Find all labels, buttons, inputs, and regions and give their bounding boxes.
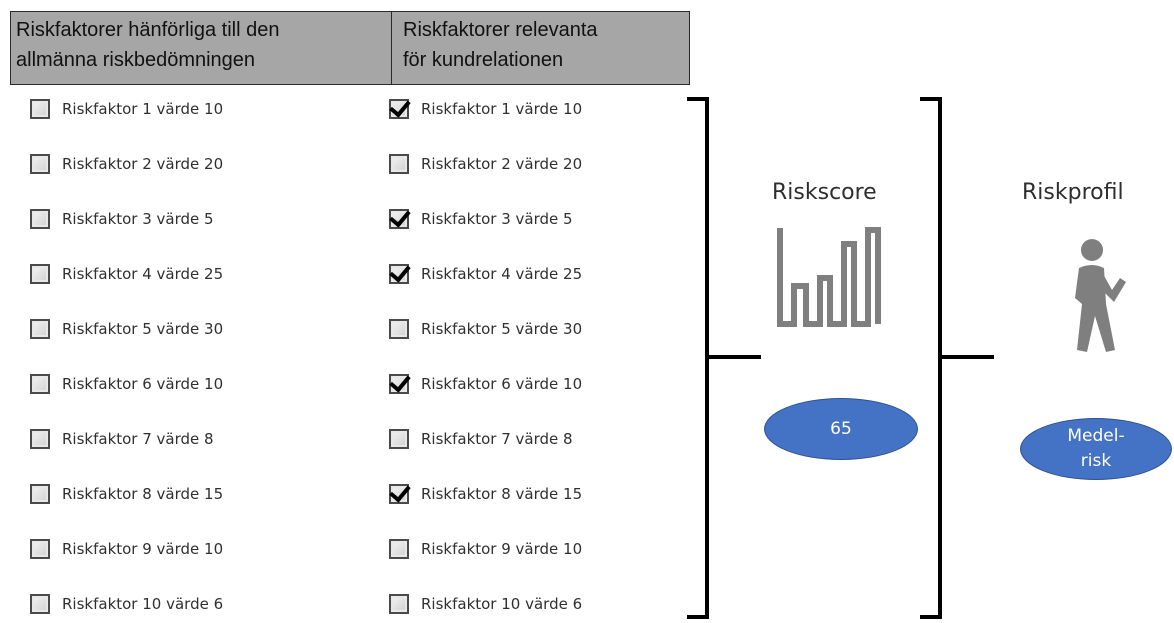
- bracket-riskprofil: [920, 97, 994, 619]
- general-factor-label: Riskfaktor 3 värde 5: [62, 210, 214, 228]
- relation-factor-checkbox[interactable]: [389, 319, 409, 339]
- general-factor-label: Riskfaktor 1 värde 10: [62, 100, 224, 118]
- general-factor-label: Riskfaktor 4 värde 25: [62, 265, 224, 283]
- general-factor-row: Riskfaktor 2 värde 20: [30, 153, 223, 175]
- relation-factor-row: Riskfaktor 5 värde 30: [389, 318, 582, 340]
- header-general-risk: Riskfaktorer hänförliga till den allmänn…: [11, 12, 392, 84]
- general-factor-label: Riskfaktor 6 värde 10: [62, 375, 224, 393]
- general-factor-checkbox[interactable]: [30, 264, 50, 284]
- relation-factor-checkbox[interactable]: [389, 264, 409, 284]
- relation-factor-row: Riskfaktor 6 värde 10: [389, 373, 582, 395]
- person-walking-icon: [1075, 239, 1126, 352]
- relation-factor-row: Riskfaktor 9 värde 10: [389, 538, 582, 560]
- relation-factor-checkbox[interactable]: [389, 154, 409, 174]
- general-factor-checkbox[interactable]: [30, 594, 50, 614]
- general-factor-checkbox[interactable]: [30, 374, 50, 394]
- relation-factor-label: Riskfaktor 6 värde 10: [421, 375, 583, 393]
- relation-factor-row: Riskfaktor 7 värde 8: [389, 428, 573, 450]
- general-factor-checkbox[interactable]: [30, 484, 50, 504]
- relation-factor-checkbox[interactable]: [389, 209, 409, 229]
- relation-factor-checkbox[interactable]: [389, 429, 409, 449]
- relation-factor-label: Riskfaktor 8 värde 15: [421, 485, 583, 503]
- relation-factor-checkbox[interactable]: [389, 99, 409, 119]
- general-factor-label: Riskfaktor 8 värde 15: [62, 485, 224, 503]
- riskprofil-value: Medel- risk: [1067, 426, 1125, 471]
- general-factor-row: Riskfaktor 9 värde 10: [30, 538, 223, 560]
- general-factor-checkbox[interactable]: [30, 319, 50, 339]
- relation-factor-row: Riskfaktor 1 värde 10: [389, 98, 582, 120]
- relation-factor-row: Riskfaktor 2 värde 20: [389, 153, 582, 175]
- general-factor-checkbox[interactable]: [30, 429, 50, 449]
- general-factor-row: Riskfaktor 6 värde 10: [30, 373, 223, 395]
- general-factor-label: Riskfaktor 10 värde 6: [62, 595, 224, 613]
- riskscore-value: 65: [830, 418, 852, 439]
- riskscore-value-badge: 65: [764, 398, 918, 460]
- relation-factor-checkbox[interactable]: [389, 374, 409, 394]
- general-factor-checkbox[interactable]: [30, 209, 50, 229]
- relation-factor-label: Riskfaktor 4 värde 25: [421, 265, 583, 283]
- general-factor-checkbox[interactable]: [30, 99, 50, 119]
- relation-factor-label: Riskfaktor 1 värde 10: [421, 100, 583, 118]
- general-factor-checkbox[interactable]: [30, 539, 50, 559]
- header-table: Riskfaktorer hänförliga till den allmänn…: [10, 11, 690, 85]
- relation-factor-row: Riskfaktor 3 värde 5: [389, 208, 573, 230]
- relation-factor-label: Riskfaktor 2 värde 20: [421, 155, 583, 173]
- general-factor-label: Riskfaktor 2 värde 20: [62, 155, 224, 173]
- general-factor-row: Riskfaktor 3 värde 5: [30, 208, 214, 230]
- relation-factor-row: Riskfaktor 8 värde 15: [389, 483, 582, 505]
- general-factor-row: Riskfaktor 5 värde 30: [30, 318, 223, 340]
- relation-factor-checkbox[interactable]: [389, 484, 409, 504]
- relation-factor-row: Riskfaktor 4 värde 25: [389, 263, 582, 285]
- general-factor-checkbox[interactable]: [30, 154, 50, 174]
- relation-factor-label: Riskfaktor 10 värde 6: [421, 595, 583, 613]
- general-factor-row: Riskfaktor 4 värde 25: [30, 263, 223, 285]
- general-factor-label: Riskfaktor 5 värde 30: [62, 320, 224, 338]
- general-factor-label: Riskfaktor 9 värde 10: [62, 540, 224, 558]
- relation-factor-label: Riskfaktor 7 värde 8: [421, 430, 573, 448]
- general-factor-row: Riskfaktor 1 värde 10: [30, 98, 223, 120]
- general-factor-row: Riskfaktor 8 värde 15: [30, 483, 223, 505]
- relation-factor-label: Riskfaktor 3 värde 5: [421, 210, 573, 228]
- relation-factor-row: Riskfaktor 10 värde 6: [389, 593, 582, 615]
- relation-factor-label: Riskfaktor 5 värde 30: [421, 320, 583, 338]
- header-customer-relation: Riskfaktorer relevanta för kundrelatione…: [403, 19, 598, 71]
- riskprofil-value-badge: Medel- risk: [1020, 418, 1172, 480]
- bar-chart-icon: [777, 227, 881, 327]
- relation-factor-checkbox[interactable]: [389, 594, 409, 614]
- general-factor-row: Riskfaktor 7 värde 8: [30, 428, 214, 450]
- riskscore-title: Riskscore: [772, 180, 877, 205]
- relation-factor-label: Riskfaktor 9 värde 10: [421, 540, 583, 558]
- general-factor-label: Riskfaktor 7 värde 8: [62, 430, 214, 448]
- riskprofil-title: Riskprofil: [1022, 180, 1124, 205]
- general-factor-row: Riskfaktor 10 värde 6: [30, 593, 223, 615]
- relation-factor-checkbox[interactable]: [389, 539, 409, 559]
- bracket-riskscore: [687, 97, 761, 619]
